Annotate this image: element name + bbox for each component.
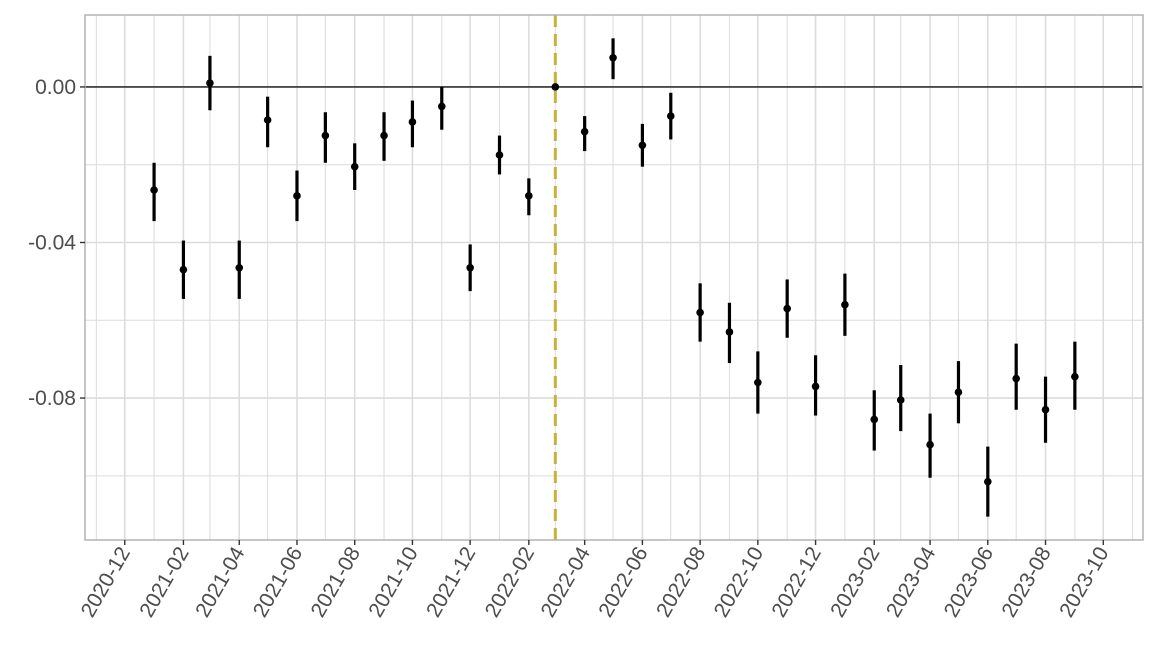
- major-gridlines-y: [85, 86, 1143, 399]
- point-2023-01: [841, 300, 849, 309]
- point-2022-08: [696, 308, 704, 317]
- point-2023-05: [954, 388, 963, 397]
- x-tick-label-2023-10: 2023-10: [1055, 543, 1113, 621]
- point-2022-10: [754, 378, 762, 387]
- x-tick-label-2021-04: 2021-04: [191, 543, 250, 622]
- y-tick-label-2: -0.08: [28, 387, 76, 410]
- x-tick-label-2022-04: 2022-04: [537, 543, 596, 622]
- minor-gridlines-y: [85, 164, 1143, 477]
- point-2021-09: [380, 131, 388, 140]
- y-tick-label-0: 0.00: [35, 76, 76, 99]
- x-tick-label-2020-12: 2020-12: [77, 543, 135, 621]
- y-axis-tick-labels: 0.00 -0.04 -0.08: [28, 76, 76, 410]
- point-2022-01: [495, 151, 504, 159]
- point-2021-08: [350, 162, 359, 171]
- panel-border: [84, 14, 1144, 541]
- x-tick-label-2022-12: 2022-12: [767, 543, 825, 621]
- x-tick-label-2021-06: 2021-06: [249, 543, 307, 621]
- error-bars: [152, 38, 1077, 517]
- point-2022-09: [725, 328, 734, 336]
- x-tick-label-2021-12: 2021-12: [422, 543, 480, 621]
- gridlines-x: [95, 15, 1134, 540]
- point-2022-03: [551, 83, 560, 91]
- point-2022-02: [525, 192, 533, 200]
- point-2023-06: [984, 477, 992, 486]
- point-2021-01: [150, 186, 158, 194]
- reference-lines: [85, 15, 1143, 540]
- x-tick-label-2022-06: 2022-06: [594, 543, 652, 621]
- axis-ticks: [80, 86, 1104, 545]
- point-2022-05: [609, 53, 617, 62]
- point-2023-02: [870, 415, 879, 424]
- point-2021-10: [408, 118, 417, 126]
- point-2023-08: [1041, 405, 1050, 414]
- point-2022-04: [580, 127, 589, 136]
- x-tick-label-2021-02: 2021-02: [135, 543, 193, 621]
- x-tick-label-2023-06: 2023-06: [940, 543, 998, 621]
- estimate-points: [150, 53, 1079, 486]
- y-tick-label-1: -0.04: [28, 232, 76, 255]
- point-2021-03: [206, 79, 214, 87]
- point-2022-06: [638, 141, 647, 150]
- x-tick-label-2023-08: 2023-08: [997, 543, 1055, 621]
- x-tick-label-2021-08: 2021-08: [307, 543, 365, 621]
- point-2023-04: [926, 440, 934, 449]
- x-tick-label-2022-08: 2022-08: [652, 543, 710, 621]
- point-2021-05: [263, 116, 272, 124]
- point-2022-07: [666, 112, 675, 120]
- point-2021-11: [437, 102, 446, 111]
- point-2023-09: [1071, 372, 1079, 381]
- x-tick-label-2023-02: 2023-02: [826, 543, 884, 621]
- x-tick-label-2021-10: 2021-10: [364, 543, 422, 621]
- x-tick-label-2022-10: 2022-10: [710, 543, 768, 621]
- point-2022-11: [783, 304, 791, 313]
- point-2023-03: [896, 396, 905, 404]
- x-tick-label-2022-02: 2022-02: [481, 543, 539, 621]
- point-2021-07: [321, 131, 330, 140]
- point-2021-04: [235, 263, 244, 272]
- point-2021-12: [466, 263, 474, 272]
- point-2021-02: [179, 265, 188, 274]
- point-2022-12: [811, 382, 820, 391]
- x-tick-label-2023-04: 2023-04: [882, 543, 941, 622]
- point-2023-07: [1012, 374, 1020, 383]
- point-2021-06: [293, 192, 301, 200]
